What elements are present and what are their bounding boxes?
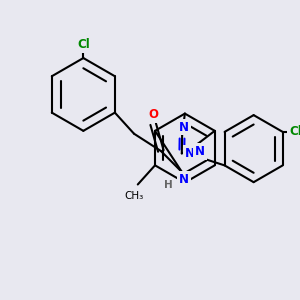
Text: H: H <box>164 180 173 190</box>
Text: Cl: Cl <box>290 125 300 138</box>
Text: CH₃: CH₃ <box>124 191 144 201</box>
Text: N: N <box>184 147 194 160</box>
Text: O: O <box>148 108 158 121</box>
Text: N: N <box>179 173 189 186</box>
Text: N: N <box>195 145 205 158</box>
Text: N: N <box>179 121 189 134</box>
Text: Cl: Cl <box>77 38 90 51</box>
